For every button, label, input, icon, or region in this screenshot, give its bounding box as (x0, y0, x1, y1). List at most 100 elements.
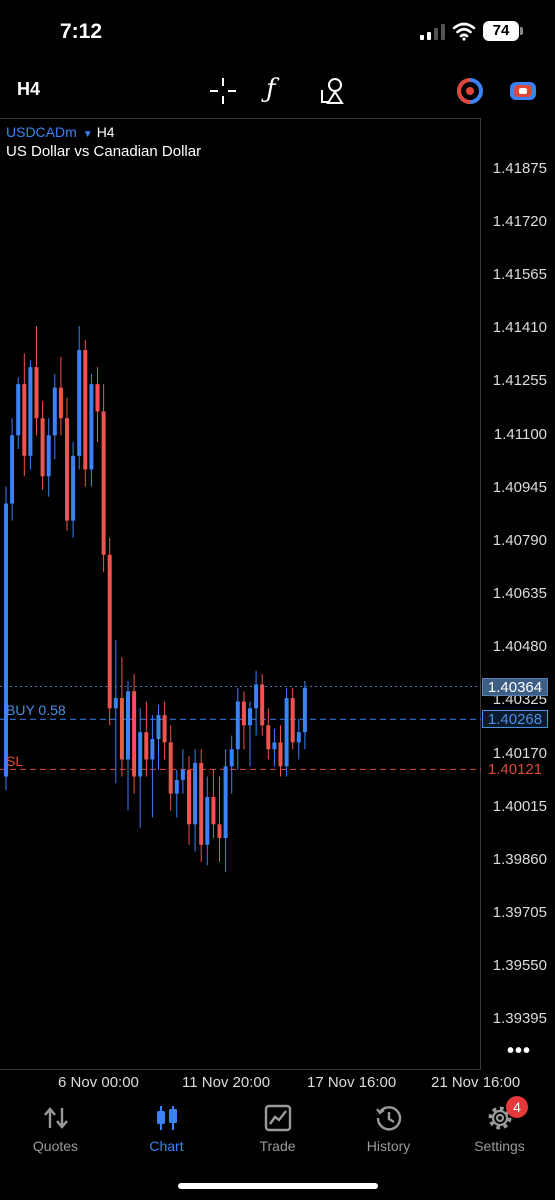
symbol-header[interactable]: USDCADm ▼ H4 (6, 124, 115, 140)
objects-icon[interactable] (318, 76, 348, 106)
price-tick: 1.41255 (492, 372, 547, 389)
price-tick: 1.41410 (492, 319, 547, 336)
trade-signal-icon[interactable] (455, 76, 485, 106)
candle-body (187, 769, 191, 825)
symbol-name[interactable]: USDCADm (6, 124, 77, 140)
candle-body (28, 367, 33, 456)
candle-body (248, 708, 252, 726)
price-tick: 1.39705 (492, 904, 547, 921)
clock-time: 7:12 (60, 20, 103, 43)
tab-label: Trade (259, 1138, 296, 1154)
candle-body (71, 455, 76, 521)
candle-body (217, 824, 222, 838)
timeframe-button[interactable]: H4 (17, 79, 41, 99)
price-tick: 1.40480 (492, 638, 547, 655)
chart-toolbar: H4 ƒ (0, 66, 555, 114)
candle-body (40, 418, 45, 477)
tab-label: Chart (149, 1138, 184, 1154)
candle-body (193, 762, 198, 825)
stop-loss-price-tag[interactable]: 1.40121 (482, 761, 548, 779)
candle-body (168, 742, 173, 794)
settings-gear-icon (488, 1106, 512, 1130)
candle-body (254, 684, 259, 709)
candle-body (46, 435, 51, 477)
bottom-tab-bar: Quotes Chart Trade History 4 Set (0, 1096, 555, 1200)
quotes-arrows-icon (44, 1107, 68, 1129)
tab-chart[interactable]: Chart (111, 1098, 222, 1168)
chart-timeframe: H4 (96, 124, 115, 140)
indicators-icon[interactable]: ƒ (266, 74, 276, 104)
chart-candles-icon (157, 1106, 177, 1130)
candle-body (126, 691, 130, 760)
candle-body (174, 779, 179, 794)
candle-body (296, 732, 301, 743)
candle-body (144, 732, 149, 760)
candle-body (266, 725, 271, 750)
candle-body (119, 698, 124, 760)
candle-body (205, 797, 210, 845)
candle-body (223, 766, 228, 838)
tab-quotes[interactable]: Quotes (0, 1098, 111, 1168)
tab-label: History (366, 1138, 411, 1154)
candle-body (278, 742, 283, 767)
time-tick: 6 Nov 00:00 (58, 1074, 139, 1091)
candle-body (10, 435, 15, 504)
candle-body (272, 742, 277, 750)
candle-body (52, 387, 57, 436)
price-tick: 1.41875 (492, 160, 547, 177)
candle-body (162, 715, 167, 743)
candle-body (302, 687, 307, 733)
candle-body (156, 715, 161, 740)
candle-body (4, 503, 8, 777)
time-tick: 11 Nov 20:00 (182, 1074, 271, 1091)
tab-history[interactable]: History (333, 1098, 444, 1168)
home-indicator (178, 1183, 378, 1189)
price-tick: 1.41565 (492, 266, 547, 283)
candle-body (22, 384, 27, 456)
notification-badge: 4 (506, 1096, 528, 1118)
battery-tip (520, 27, 523, 35)
price-tick: 1.40170 (492, 745, 547, 762)
candle-body (199, 762, 204, 845)
candle-body (132, 691, 137, 777)
stop-loss-label[interactable]: SL (6, 753, 24, 769)
candle-body (290, 698, 295, 743)
candle-body (150, 739, 155, 760)
price-tick: 1.39860 (492, 851, 547, 868)
candle-body (211, 797, 216, 825)
tab-label: Quotes (32, 1138, 79, 1154)
candlestick-chart[interactable] (0, 118, 481, 1070)
instrument-description: US Dollar vs Canadian Dollar (6, 143, 202, 160)
status-bar: 7:12 74 (0, 0, 555, 62)
price-tick: 1.40945 (492, 479, 547, 496)
candle-body (241, 701, 246, 726)
cellular-signal-icon (420, 24, 445, 40)
one-click-trading-icon[interactable] (508, 76, 538, 106)
tab-settings[interactable]: 4 Settings (444, 1096, 555, 1168)
price-tick: 1.41720 (492, 213, 547, 230)
price-tick: 1.39550 (492, 957, 547, 974)
candle-body (89, 384, 94, 470)
bid-price-tag: 1.40364 (482, 678, 548, 696)
candle-body (77, 350, 82, 456)
candle-body (107, 554, 112, 709)
crosshair-icon[interactable] (208, 76, 238, 106)
candle-body (138, 732, 143, 777)
candle-body (83, 350, 88, 470)
candle-body (284, 698, 289, 767)
candle-body (113, 698, 118, 709)
candle-body (235, 701, 240, 750)
buy-position-label[interactable]: BUY 0.58 (6, 702, 66, 718)
candle-body (101, 411, 106, 555)
candle-body (16, 384, 21, 436)
time-tick: 17 Nov 16:00 (307, 1074, 397, 1091)
buy-position-price-tag[interactable]: 1.40268 (482, 710, 548, 728)
battery-icon: 74 (483, 21, 519, 41)
wifi-icon (452, 22, 476, 41)
chart-area[interactable] (0, 118, 481, 1070)
candle-body (34, 367, 39, 419)
more-options-icon[interactable]: ••• (507, 1040, 532, 1062)
dropdown-arrow-icon[interactable]: ▼ (82, 129, 93, 140)
price-tick: 1.40790 (492, 532, 547, 549)
tab-trade[interactable]: Trade (222, 1098, 333, 1168)
